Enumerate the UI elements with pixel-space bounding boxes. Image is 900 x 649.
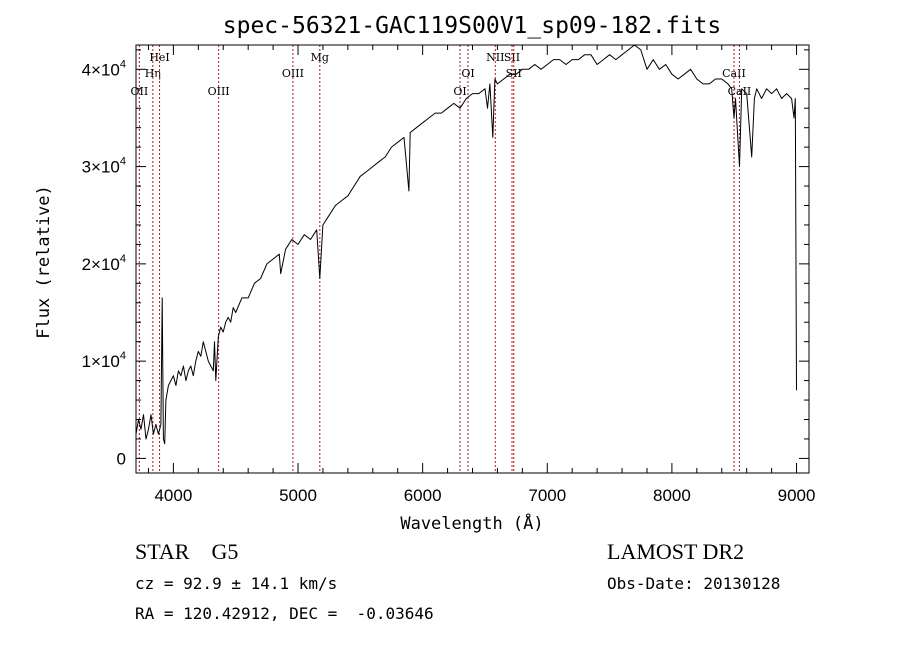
object-class: STAR G5	[135, 539, 239, 564]
line-label: HeI	[149, 51, 169, 64]
chart-title: spec-56321-GAC119S00V1_sp09-182.fits	[223, 13, 722, 39]
y-axis-label: Flux (relative)	[34, 185, 54, 339]
y-tick-label: 4×104	[82, 58, 126, 79]
observation-date: Obs-Date: 20130128	[607, 574, 781, 593]
x-tick-label: 9000	[778, 486, 816, 505]
coordinates: RA = 120.42912, DEC = -0.03646	[135, 604, 434, 623]
line-label: OI	[461, 67, 474, 80]
x-tick-label: 8000	[653, 486, 691, 505]
line-label: SII	[504, 51, 520, 64]
x-tick-label: 7000	[528, 486, 566, 505]
line-label: Hη	[145, 67, 161, 80]
spectrum-series	[135, 44, 797, 445]
line-label: CaII	[722, 67, 746, 80]
y-tick-label: 3×104	[82, 156, 126, 177]
x-axis: 4000 5000 6000 7000 8000 9000	[147, 45, 816, 505]
line-label: OIII	[282, 67, 304, 80]
x-tick-label: 6000	[404, 486, 442, 505]
x-tick-label: 4000	[154, 486, 192, 505]
x-tick-label: 5000	[279, 486, 317, 505]
survey-name: LAMOST DR2	[607, 539, 745, 564]
emission-lines: OII Hη HeI OIII OIII Mg OI OI NII SII SII CaII CaII	[131, 45, 752, 473]
line-label: OI	[453, 85, 466, 98]
line-label: CaII	[728, 85, 752, 98]
line-label: OIII	[208, 85, 230, 98]
y-tick-label: 1×104	[82, 350, 126, 371]
spectrum-line	[135, 44, 797, 445]
x-axis-label: Wavelength (Å)	[400, 512, 543, 534]
y-axis: 0 1×104 2×104 3×104 4×104	[82, 49, 809, 468]
line-label: SII	[506, 67, 522, 80]
y-tick-label: 0	[117, 449, 126, 468]
line-label: Mg	[311, 51, 329, 64]
line-label: OII	[131, 85, 149, 98]
line-label: NII	[486, 51, 504, 64]
plot-frame	[135, 44, 810, 474]
y-tick-label: 2×104	[82, 253, 126, 274]
redshift-velocity: cz = 92.9 ± 14.1 km/s	[135, 574, 338, 593]
